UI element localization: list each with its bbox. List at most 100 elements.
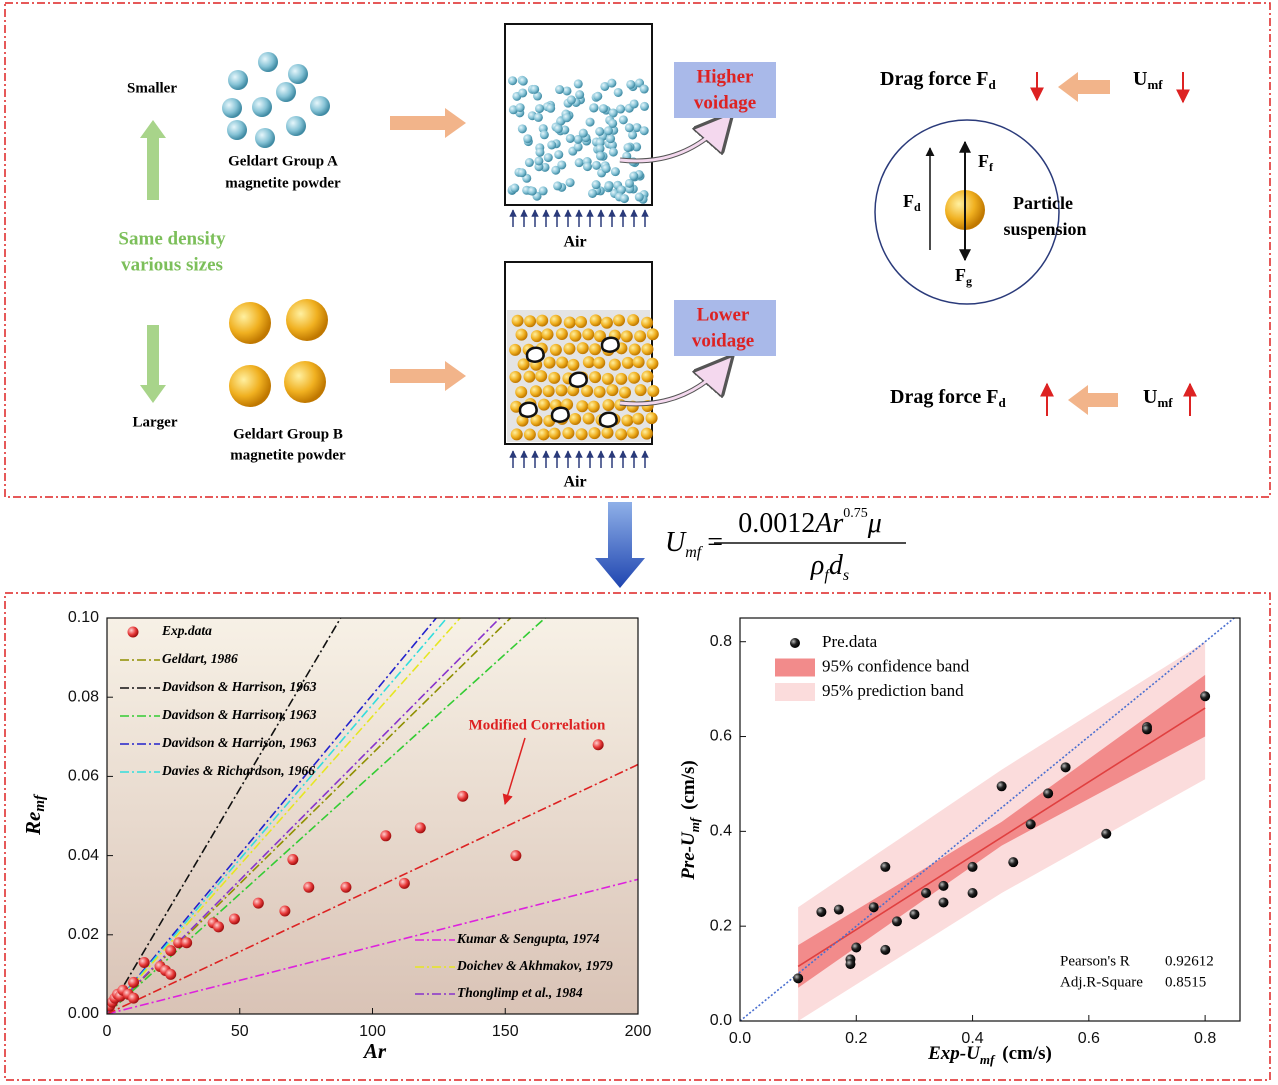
annotation-arrow	[502, 737, 526, 806]
bed-particle	[610, 167, 620, 177]
force-sub: d	[914, 200, 921, 214]
force-text: F	[903, 191, 914, 211]
stat-label: Pearson's R	[1060, 953, 1130, 969]
bed-particle	[632, 412, 645, 425]
bed-particle	[641, 316, 654, 329]
bed-particle	[619, 386, 632, 399]
point	[967, 861, 978, 872]
bed-particle	[537, 398, 550, 411]
voidage-label: Lower	[697, 304, 750, 325]
flow-arrow	[390, 108, 466, 138]
bed-particle	[626, 426, 639, 439]
bed-particle	[576, 342, 589, 355]
point	[414, 822, 426, 834]
eq-part: μ	[867, 508, 882, 539]
bed-particle	[523, 134, 533, 144]
point	[938, 880, 949, 891]
bed-particle	[565, 133, 575, 143]
plot-1	[107, 618, 638, 1014]
bed-particle	[634, 384, 647, 397]
bed-particle	[563, 316, 576, 329]
down-arrow	[595, 502, 645, 588]
legend-label: Doichev & Akhmakov, 1979	[456, 958, 613, 973]
plot-frame	[739, 617, 1241, 1022]
bed-particle	[621, 356, 634, 369]
bed-particle	[634, 330, 647, 343]
point	[510, 850, 522, 862]
voidage-label: Higher	[697, 66, 755, 87]
bed-particle	[530, 414, 543, 427]
point	[909, 909, 920, 920]
y-tick-label: 0.06	[68, 768, 99, 785]
legend-label: Davidson & Harrison, 1963	[161, 679, 317, 694]
bed-particle	[510, 428, 523, 441]
drag-text: Drag force F	[880, 68, 988, 90]
x-tick-label: 0.8	[1194, 1030, 1216, 1047]
pointer	[619, 117, 730, 163]
bed-particle	[593, 330, 606, 343]
point	[816, 906, 827, 917]
bed-particle	[582, 356, 595, 369]
bubble	[518, 401, 538, 418]
bubble	[550, 406, 570, 423]
bed-particle	[606, 384, 619, 397]
bed-particle	[556, 356, 569, 369]
point	[398, 877, 410, 889]
eq-part: U	[665, 527, 687, 558]
point	[213, 921, 225, 933]
legend-label: 95% prediction band	[822, 681, 964, 700]
bed-particle	[517, 124, 527, 134]
bubble	[568, 371, 588, 388]
bed-particle	[593, 356, 606, 369]
bed-particle	[601, 426, 614, 439]
legend-label: Thonglimp et al., 1984	[457, 985, 583, 1000]
bed-particle	[566, 95, 576, 105]
bed-bottom	[504, 261, 660, 445]
plot-2	[740, 618, 1235, 1021]
bed-particle	[632, 356, 645, 369]
stat-label: Adj.R-Square	[1060, 974, 1143, 990]
bed-top	[504, 23, 653, 206]
pointer	[619, 360, 730, 406]
bed-particle	[595, 144, 605, 154]
point	[868, 902, 879, 913]
voidage-box	[674, 300, 776, 356]
y-tick-label: 0.10	[68, 609, 99, 626]
bed-particle	[601, 164, 611, 174]
y-axis-label: Pre-Umf (cm/s)	[678, 760, 702, 881]
group-label: magnetite powder	[225, 175, 341, 191]
marks	[107, 618, 638, 1014]
bed-particle	[551, 165, 561, 175]
legend-label: Kumar & Sengupta, 1974	[456, 931, 600, 946]
point	[1200, 691, 1211, 702]
line	[107, 618, 461, 1014]
point	[457, 790, 469, 802]
x-tick-label: 0	[103, 1023, 112, 1040]
bed-particle	[628, 371, 641, 384]
bed-particle	[620, 330, 633, 343]
x-tick-label: 0.0	[729, 1030, 751, 1047]
plot-background	[107, 618, 638, 1014]
bed-particle	[618, 115, 628, 125]
legend-marker	[775, 658, 815, 677]
bed-particle	[588, 427, 601, 440]
cause-arrow	[1058, 72, 1110, 102]
line	[107, 618, 342, 1014]
bed-particle	[601, 372, 614, 385]
label-part: (cm/s)	[1002, 1043, 1052, 1064]
point	[833, 904, 844, 915]
eq-part: 0.0012	[738, 508, 815, 539]
bed-particle	[587, 400, 600, 413]
bed-particle	[578, 128, 588, 138]
eq-part: d	[829, 550, 844, 581]
bed-particle	[562, 113, 572, 123]
bed-particle	[554, 150, 564, 160]
point	[279, 905, 291, 917]
bed-particle	[517, 358, 530, 371]
bed-particle	[629, 171, 639, 181]
force-text: F	[955, 265, 966, 285]
bed-particle	[524, 158, 534, 168]
point	[340, 881, 352, 893]
legend-label: Davies & Richardson, 1966	[161, 763, 315, 778]
bed-particle	[562, 427, 575, 440]
